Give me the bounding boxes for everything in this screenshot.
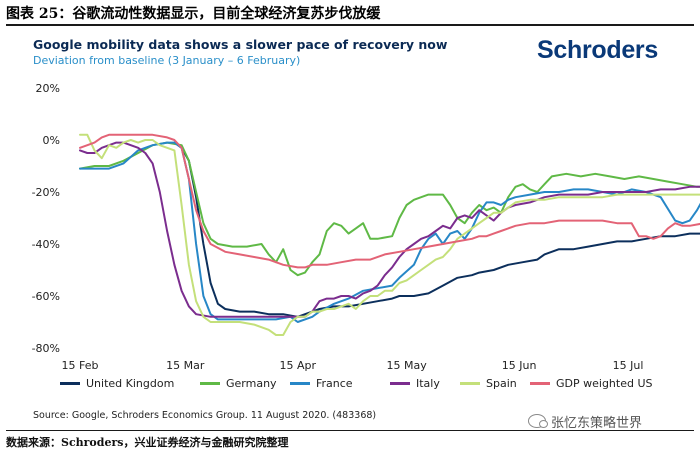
legend-swatch xyxy=(200,382,220,385)
series-line-spain xyxy=(79,133,700,336)
data-source: 数据来源：Schroders，兴业证券经济与金融研究院整理 xyxy=(6,436,289,449)
y-tick-label: -60% xyxy=(32,290,60,303)
legend-item: GDP weighted US xyxy=(530,377,653,390)
legend-item: United Kingdom xyxy=(60,377,174,390)
legend-label: GDP weighted US xyxy=(556,377,653,390)
x-axis: 15 Feb 15 Mar 15 Apr 15 May 15 Jun 15 Jul xyxy=(62,359,644,372)
y-tick-label: -80% xyxy=(32,342,60,355)
y-tick-label: 20% xyxy=(36,82,60,95)
series-line-germany xyxy=(79,141,700,277)
chart-subtitle: Deviation from baseline (3 January – 6 F… xyxy=(33,54,301,67)
legend-label: Germany xyxy=(226,377,277,390)
top-rule xyxy=(6,24,694,26)
x-tick-label: 15 Jun xyxy=(502,359,537,372)
series-line-france xyxy=(79,141,700,323)
legend-item: France xyxy=(290,377,353,390)
brand-logo: Schroders xyxy=(537,36,658,64)
y-tick-label: 0% xyxy=(43,134,60,147)
series-layer xyxy=(79,133,700,336)
x-tick-label: 15 Mar xyxy=(166,359,205,372)
legend-label: Spain xyxy=(486,377,517,390)
legend-swatch xyxy=(460,382,480,385)
figure-caption: 图表 25：谷歌流动性数据显示，目前全球经济复苏步伐放缓 xyxy=(6,6,381,22)
legend-label: France xyxy=(316,377,353,390)
watermark: 张忆东策略世界 xyxy=(528,410,642,432)
legend-label: United Kingdom xyxy=(86,377,175,390)
y-tick-label: -40% xyxy=(32,238,60,251)
series-line-united-kingdom xyxy=(173,141,700,318)
legend-swatch xyxy=(530,382,550,385)
wechat-icon xyxy=(528,414,548,428)
x-tick-label: 15 May xyxy=(386,359,427,372)
legend-swatch xyxy=(60,382,80,385)
y-axis: 20% 0% -20% -40% -60% -80% xyxy=(32,82,60,355)
legend-label: Italy xyxy=(416,377,440,390)
source-note: Source: Google, Schroders Economics Grou… xyxy=(33,410,377,421)
x-tick-label: 15 Jul xyxy=(613,359,644,372)
series-line-gdp-weighted-us xyxy=(79,133,700,269)
legend-swatch xyxy=(390,382,410,385)
y-tick-label: -20% xyxy=(32,186,60,199)
legend-item: Italy xyxy=(390,377,440,390)
x-tick-label: 15 Feb xyxy=(62,359,99,372)
chart-panel xyxy=(17,29,685,430)
x-tick-label: 15 Apr xyxy=(279,359,316,372)
chart-legend: United Kingdom Germany France Italy Spain GDP… xyxy=(60,377,660,393)
series-line-italy xyxy=(79,141,700,318)
chart-title: Google mobility data shows a slower pace… xyxy=(33,37,448,52)
legend-swatch xyxy=(290,382,310,385)
watermark-text: 张忆东策略世界 xyxy=(551,415,643,431)
legend-item: Spain xyxy=(460,377,517,390)
legend-item: Germany xyxy=(200,377,277,390)
bottom-rule xyxy=(6,430,694,431)
